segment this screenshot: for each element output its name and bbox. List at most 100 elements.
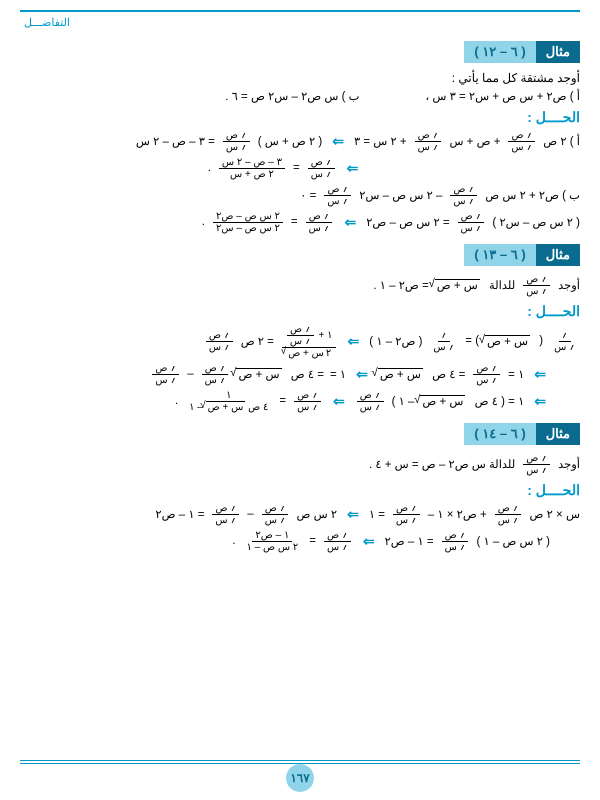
n: ؍ ص bbox=[287, 324, 314, 336]
example-number: ( ٦ – ١٤ ) bbox=[464, 423, 535, 445]
t: . bbox=[232, 535, 235, 547]
dyds-frac: ؍ ص؍ س bbox=[415, 130, 442, 153]
t: ٢ bbox=[326, 348, 331, 359]
n: ؍ ص bbox=[152, 363, 179, 375]
ex13-l2: ⇐ ١ = ؍ ص؍ س = ٤ ص س + ص ⇐ ١ = = ٤ ص س +… bbox=[20, 363, 550, 386]
ex12-b: ب ) س ص٢ – س٢ ص = ٦ . bbox=[225, 89, 359, 103]
t: + ٢ س = ٣ bbox=[354, 134, 407, 148]
d: ؍ س bbox=[551, 342, 578, 353]
t: + ص٢ × ١ – bbox=[428, 507, 487, 521]
n: ٣ – ص – ٢ س bbox=[219, 157, 285, 169]
implies-arrow: ⇐ bbox=[332, 133, 344, 150]
d: ؍ س bbox=[458, 223, 485, 234]
example-12-header: مثال( ٦ – ١٢ ) bbox=[464, 41, 580, 63]
t: للدالة س ص٢ – ص = س + ٤ . bbox=[369, 457, 515, 471]
t: . bbox=[175, 395, 178, 407]
t: ( ٢ ص + س ) bbox=[258, 134, 323, 148]
dyds-frac: ؍ ص؍ س bbox=[523, 274, 550, 297]
d: ؍ س bbox=[206, 342, 233, 353]
top-rule bbox=[20, 10, 580, 12]
sqrt: س + ص bbox=[236, 367, 284, 381]
t: – ١ ) bbox=[392, 394, 415, 408]
ex14-l2: ( ٢ س ص – ١ ) ؍ ص؍ س = ١ – ص٢ ⇐ ؍ ص؍ س =… bbox=[20, 530, 550, 553]
t: . bbox=[208, 162, 211, 174]
sqrt: س + ص bbox=[378, 367, 426, 381]
half-frac: ١ + ؍ ص؍ س ٢س + ص bbox=[282, 324, 336, 359]
dyds-frac: ؍ ص؍ س bbox=[202, 363, 229, 386]
dyds-frac: ؍ ص؍ س bbox=[294, 390, 321, 413]
t: – ٢ س ص – س٢ bbox=[359, 188, 442, 202]
s: س + ص bbox=[286, 347, 326, 359]
d: ؍ س bbox=[415, 142, 442, 153]
ex13-l1: ؍؍ س ( س + ص ) = ؍؍ س ( ص٢ – ١ ) ⇐ ١ + ؍… bbox=[20, 324, 580, 359]
n: ؍ ص bbox=[495, 503, 522, 515]
d: ؍ س bbox=[152, 375, 179, 386]
t: = ١ – ص٢ bbox=[385, 534, 434, 548]
n: ١ bbox=[223, 390, 234, 402]
t: ب ) ص٢ + ٢ س ص bbox=[485, 188, 580, 202]
d: ؍ س bbox=[294, 402, 321, 413]
example-number: ( ٦ – ١٢ ) bbox=[464, 41, 535, 63]
dyds-frac: ؍ ص؍ س bbox=[508, 130, 535, 153]
ex13-prompt: أوجد ؍ ص؍ س للدالة س + ص = ص٢ – ١ . bbox=[20, 274, 580, 297]
d: ؍ س bbox=[450, 196, 477, 207]
d: ٢ س ص – ١ bbox=[244, 542, 302, 553]
n: ؍ ص bbox=[324, 530, 351, 542]
n: ؍ ص bbox=[308, 157, 335, 169]
result-frac: ١ – ص٢٢ س ص – ١ bbox=[244, 530, 302, 553]
t: = ص٢ – ١ . bbox=[373, 278, 428, 292]
t: = bbox=[291, 216, 298, 228]
d: ؍ س bbox=[393, 515, 420, 526]
d: ؍ س bbox=[324, 542, 351, 553]
result-frac: ٣ – ص – ٢ س٢ ص + س bbox=[219, 157, 285, 180]
implies-arrow: ⇐ bbox=[363, 533, 375, 550]
t: ( bbox=[539, 335, 543, 347]
ex14-sol-label: الحــــل : bbox=[20, 482, 580, 499]
ex12-a-line1: أ ) ٢ ص ؍ ص؍ س + ص + س ؍ ص؍ س + ٢ س = ٣ … bbox=[20, 130, 580, 153]
d: ؍ س bbox=[262, 515, 289, 526]
n: ؍ ص bbox=[523, 274, 550, 286]
d: ؍ س bbox=[308, 169, 335, 180]
implies-arrow: ⇐ bbox=[344, 214, 356, 231]
t: – bbox=[187, 368, 193, 380]
t: ١ = ( ٤ ص bbox=[475, 394, 525, 408]
example-word: مثال bbox=[536, 41, 580, 63]
t: ٢ س ص bbox=[297, 507, 338, 521]
dyds-frac: ؍ ص؍ س bbox=[262, 503, 289, 526]
ex12-b-line2: ( ٢ س ص – س٢ ) ؍ ص؍ س = ٢ س ص – ص٢ ⇐ ؍ ص… bbox=[20, 211, 580, 234]
n: ؍ ص bbox=[306, 211, 333, 223]
n: ؍ bbox=[438, 330, 450, 342]
n: ؍ ص bbox=[294, 390, 321, 402]
t: = ٣ – ص – ٢ س bbox=[136, 134, 215, 148]
implies-arrow: ⇐ bbox=[347, 160, 359, 177]
t: س × ٢ ص bbox=[530, 507, 580, 521]
n: ؍ ص bbox=[442, 530, 469, 542]
t: . bbox=[202, 216, 205, 228]
t: = ٤ ص bbox=[432, 367, 465, 381]
t: ) = bbox=[465, 335, 479, 347]
dyds-frac: ؍ ص؍ س bbox=[152, 363, 179, 386]
example-14-header: مثال( ٦ – ١٤ ) bbox=[464, 423, 580, 445]
n: ؍ ص bbox=[212, 503, 239, 515]
n: ؍ bbox=[559, 330, 571, 342]
ex12-prompt: أوجد مشتقة كل مما يأتي : bbox=[20, 71, 580, 85]
t: أوجد bbox=[558, 278, 580, 292]
dyds-frac: ؍ ص؍ س bbox=[357, 390, 384, 413]
d: ؍ س bbox=[287, 336, 314, 347]
t: = ١ – ص٢ bbox=[155, 507, 204, 521]
d: ؍ س bbox=[223, 142, 250, 153]
dyds-frac: ؍ ص؍ س bbox=[523, 453, 550, 476]
sqrt: س + ص bbox=[485, 334, 533, 348]
t: ٤ ص bbox=[248, 402, 268, 413]
dyds-frac: ؍ ص؍ س bbox=[495, 503, 522, 526]
t: ( ص٢ – ١ ) bbox=[369, 334, 422, 348]
d: ؍ س bbox=[523, 465, 550, 476]
t: = bbox=[309, 535, 316, 547]
chapter-label: التفاضـــل bbox=[20, 16, 580, 29]
s: س + ص bbox=[206, 401, 246, 413]
t: = bbox=[279, 395, 286, 407]
implies-arrow: ⇐ bbox=[348, 333, 360, 350]
n: ١ + ؍ ص؍ س bbox=[282, 324, 336, 348]
page-footer: ١٦٧ bbox=[0, 758, 600, 794]
n: ؍ ص bbox=[206, 330, 233, 342]
